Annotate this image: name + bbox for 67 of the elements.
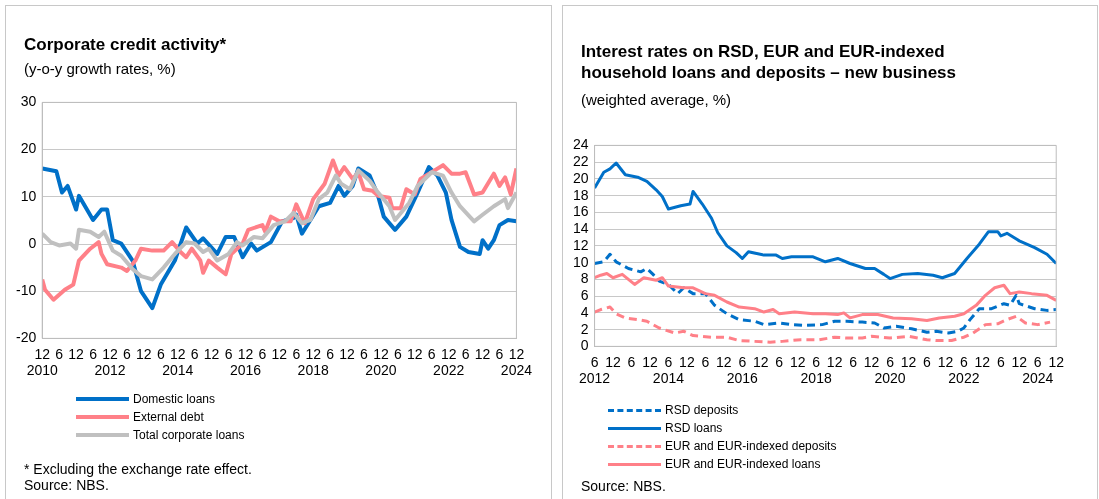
x-tick-label: 12 <box>339 345 356 362</box>
x-tick-label: 12 <box>1011 353 1028 370</box>
y-tick-label: 16 <box>572 203 589 220</box>
x-tick-label: 6 <box>701 353 710 370</box>
x-tick-label: 6 <box>849 353 858 370</box>
chart-title: Interest rates on RSD, EUR and EUR-indexed household loans and deposits – new business <box>581 41 957 83</box>
x-tick-label: 12 <box>937 353 954 370</box>
y-tick-label: 12 <box>572 236 589 253</box>
x-tick-label: 12 <box>752 353 769 370</box>
x-tick-label: 12 <box>863 353 880 370</box>
legend-label: RSD deposits <box>665 403 739 417</box>
x-tick-label: 12 <box>1048 353 1065 370</box>
y-tick-label: 2 <box>580 320 589 337</box>
x-tick-label: 12 <box>826 353 843 370</box>
legend-label: Domestic loans <box>133 392 216 406</box>
y-tick-label: 8 <box>580 270 589 287</box>
x-tick-label: 12 <box>716 353 732 370</box>
line-series <box>594 252 1057 335</box>
y-tick-label: 20 <box>20 140 37 157</box>
x-tick-label: 12 <box>605 353 622 370</box>
chart-subtitle: (weighted average, %) <box>581 91 732 108</box>
y-tick-label: 10 <box>20 187 37 204</box>
legend-label: Total corporate loans <box>133 428 245 442</box>
y-tick-label: 0 <box>28 234 37 251</box>
y-tick-label: -10 <box>16 282 37 299</box>
x-tick-label: 12 <box>642 353 658 370</box>
x-tick-label: 6 <box>326 345 335 362</box>
y-tick-label: 30 <box>20 93 37 110</box>
x-tick-label: 6 <box>996 353 1005 370</box>
legend-label: EUR and EUR-indexed loans <box>665 457 821 471</box>
legend-label: External debt <box>133 410 204 424</box>
y-tick-label: 24 <box>572 136 589 153</box>
line-series <box>594 305 1052 344</box>
x-tick-label: 6 <box>123 345 132 362</box>
x-tick-label: 12 <box>407 345 423 362</box>
source-note: Source: NBS. <box>581 478 666 494</box>
chart-title: Corporate credit activity* <box>24 34 228 55</box>
x-tick-label: 6 <box>258 345 267 362</box>
y-tick-label: 0 <box>580 337 589 354</box>
legend-label: RSD loans <box>665 421 723 435</box>
y-tick-label: 22 <box>572 153 589 170</box>
x-tick-label: 12 <box>68 345 85 362</box>
x-tick-label: 6 <box>427 345 436 362</box>
x-tick-label: 12 <box>136 345 152 362</box>
legend-label: EUR and EUR-indexed deposits <box>665 439 837 453</box>
x-tick-label: 12 <box>271 345 288 362</box>
y-tick-label: 14 <box>572 220 589 237</box>
y-tick-label: 4 <box>580 303 589 320</box>
x-tick-label: 6 <box>360 345 369 362</box>
x-tick-label: 6 <box>156 345 165 362</box>
x-tick-label: 12 <box>900 353 917 370</box>
y-tick-label: 10 <box>572 253 589 270</box>
x-tick-label: 6 <box>627 353 636 370</box>
x-tick-label: 12 <box>789 353 806 370</box>
y-tick-label: -20 <box>16 329 37 346</box>
x-tick-label: 12 <box>474 345 491 362</box>
x-tick-label: 12 <box>974 353 991 370</box>
x-tick-label: 12 <box>679 353 695 370</box>
y-tick-label: 6 <box>580 287 589 304</box>
text: * Excluding the exchange rate effect. <box>24 461 252 477</box>
x-tick-label: 6 <box>775 353 784 370</box>
x-tick-label: 6 <box>923 353 932 370</box>
x-tick-label: 12 <box>203 345 220 362</box>
y-tick-label: 20 <box>572 169 589 186</box>
source-note: Source: NBS. <box>24 477 110 493</box>
chart-subtitle: (y-o-y growth rates, %) <box>24 60 176 77</box>
y-tick-label: 18 <box>572 186 589 203</box>
